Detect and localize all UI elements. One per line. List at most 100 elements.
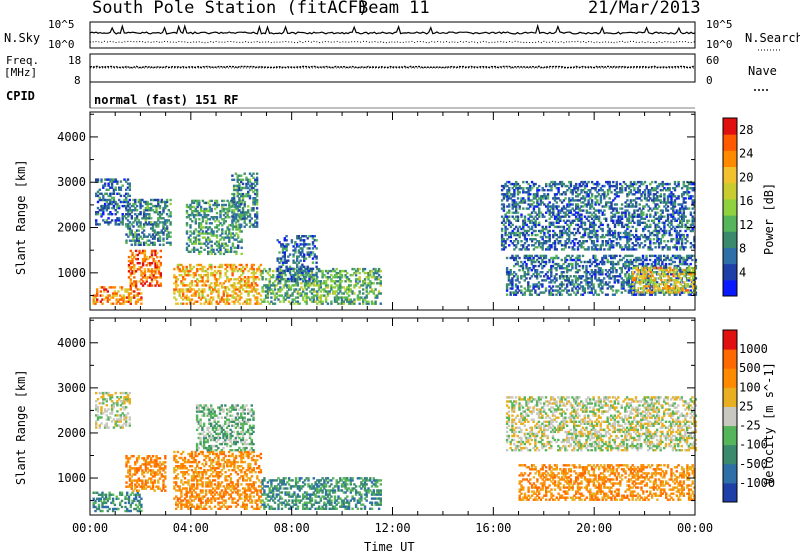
data-cell	[604, 269, 608, 272]
data-cell	[292, 277, 295, 281]
data-cell	[652, 271, 655, 274]
data-cell	[212, 248, 215, 251]
data-cell	[156, 280, 159, 283]
data-cell	[606, 248, 610, 251]
data-cell	[118, 192, 121, 195]
data-cell	[365, 286, 368, 289]
data-cell	[96, 300, 99, 303]
data-cell	[226, 226, 229, 229]
data-cell	[208, 240, 212, 243]
data-cell	[206, 302, 210, 305]
data-cell	[532, 193, 536, 196]
data-cell	[606, 283, 609, 286]
data-cell	[203, 296, 206, 299]
data-cell	[121, 219, 124, 222]
data-cell	[520, 264, 523, 268]
data-cell	[308, 275, 311, 279]
data-cell	[259, 271, 263, 275]
data-cell	[232, 211, 236, 214]
data-cell	[155, 225, 158, 228]
data-cell	[232, 178, 236, 181]
data-cell	[537, 285, 541, 288]
data-cell	[601, 269, 604, 272]
data-cell	[243, 215, 246, 218]
data-cell	[546, 189, 550, 192]
data-cell	[379, 292, 382, 295]
data-cell	[530, 211, 534, 214]
data-cell	[571, 193, 574, 196]
data-cell	[297, 269, 301, 273]
data-cell	[224, 242, 227, 245]
data-cell	[548, 211, 551, 214]
data-cell	[252, 274, 255, 277]
data-cell	[175, 276, 178, 279]
data-cell	[312, 282, 315, 285]
data-cell	[599, 199, 603, 202]
data-cell	[514, 285, 518, 288]
data-cell	[587, 291, 590, 294]
data-cell	[541, 197, 544, 200]
data-cell	[205, 201, 208, 205]
data-cell	[326, 284, 330, 287]
data-cell	[290, 279, 294, 283]
data-cell	[110, 219, 114, 222]
data-cell	[633, 244, 636, 247]
data-cell	[185, 288, 188, 291]
data-cell	[226, 265, 229, 269]
data-cell	[518, 207, 521, 210]
data-cell	[627, 238, 631, 241]
data-cell	[332, 286, 335, 289]
data-cell	[522, 189, 525, 192]
data-cell	[538, 244, 541, 247]
data-cell	[105, 192, 108, 195]
data-cell	[333, 276, 337, 279]
data-cell	[568, 233, 571, 237]
data-cell	[587, 227, 590, 231]
data-cell	[224, 244, 227, 247]
data-cell	[362, 269, 365, 273]
data-cell	[633, 258, 636, 262]
data-cell	[203, 201, 206, 205]
data-cell	[635, 238, 638, 241]
data-cell	[308, 267, 311, 270]
data-cell	[613, 189, 617, 192]
data-cell	[680, 203, 684, 206]
data-cell	[162, 211, 165, 214]
data-cell	[546, 235, 550, 239]
data-cell	[568, 227, 571, 231]
data-cell	[237, 228, 240, 231]
data-cell	[555, 285, 558, 288]
data-cell	[234, 288, 238, 291]
data-cell	[599, 221, 603, 224]
data-cell	[201, 296, 204, 299]
data-cell	[125, 239, 128, 242]
data-cell	[317, 280, 321, 283]
data-cell	[105, 204, 108, 208]
data-cell	[173, 276, 176, 279]
data-cell	[668, 233, 671, 237]
data-cell	[564, 258, 567, 262]
data-cell	[292, 259, 295, 262]
data-cell	[513, 231, 516, 235]
data-cell	[369, 280, 372, 283]
data-cell	[585, 205, 588, 208]
data-cell	[581, 275, 585, 278]
data-cell	[117, 300, 120, 303]
data-cell	[144, 223, 148, 226]
data-cell	[261, 300, 264, 303]
data-cell	[236, 269, 240, 273]
data-cell	[566, 233, 569, 237]
data-cell	[116, 223, 119, 226]
data-cell	[513, 293, 516, 296]
data-cell	[612, 235, 615, 239]
data-cell	[509, 271, 512, 274]
data-cell	[506, 227, 509, 231]
data-cell	[299, 251, 302, 254]
data-cell	[287, 294, 291, 297]
data-cell	[645, 254, 648, 258]
data-cell	[281, 269, 285, 273]
data-cell	[221, 230, 224, 233]
data-cell	[585, 195, 588, 198]
data-cell	[268, 282, 271, 285]
data-cell	[326, 302, 330, 305]
